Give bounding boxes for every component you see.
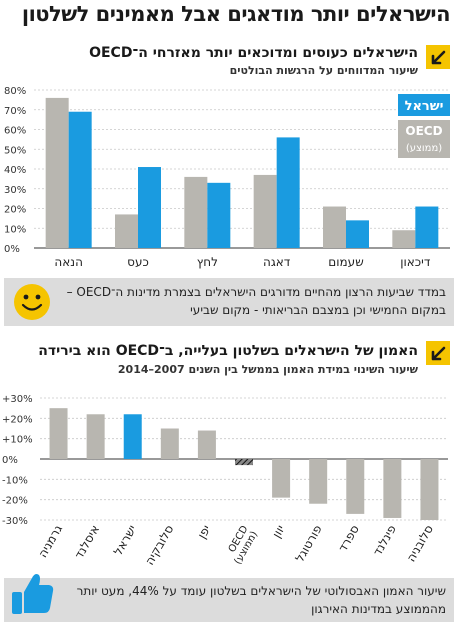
bar bbox=[346, 459, 365, 514]
y-tick-label: 40% bbox=[4, 165, 26, 176]
x-tick-label-group: איסלנד bbox=[72, 523, 102, 562]
x-tick-label: פינלנד bbox=[370, 523, 399, 559]
x-tick-label-group: יוון bbox=[269, 523, 287, 541]
bar-oecd bbox=[323, 206, 346, 248]
x-tick-label: יפן bbox=[195, 523, 214, 542]
trust-change-chart: -30% -20% -10% 0% +10% +20% +30% גרמניה איסלנד יש… bbox=[2, 394, 448, 567]
y-tick-label: 70% bbox=[4, 106, 26, 117]
bar-oecd bbox=[115, 214, 138, 248]
thumbs-up-icon bbox=[12, 574, 54, 614]
bar-israel bbox=[276, 137, 300, 248]
bar bbox=[160, 428, 179, 459]
x-tick-label: דאגה bbox=[263, 255, 291, 269]
x-tick-label: יוון bbox=[269, 523, 287, 541]
legend-oecd-swatch bbox=[398, 120, 450, 158]
bar-israel bbox=[346, 220, 369, 248]
x-tick-label: איסלנד bbox=[72, 523, 102, 562]
bar-oecd bbox=[45, 97, 69, 249]
y-tick-label: 0% bbox=[4, 244, 20, 255]
x-tick-label-group: OECD(ממוצע) bbox=[227, 524, 261, 567]
emotions-chart: 0% 10% 20% 30% 40% 50% 60% 70% 80% הנאה כעס לחץ דאגה… bbox=[4, 86, 450, 269]
section1-subtitle: שיעור המדווחים על הרגשות הבולטים bbox=[229, 64, 418, 77]
x-tick-label: גרמניה bbox=[35, 522, 65, 560]
x-tick-label-group: פורטוגל bbox=[292, 523, 324, 565]
x-tick-label: דיכאון bbox=[400, 255, 431, 269]
section2-info-text: שיעור האמון האבסולוטי של הישראלים בשלטון… bbox=[76, 584, 446, 616]
x-tick-label-group: ספרד bbox=[335, 522, 362, 554]
legend-israel-label: ישראל bbox=[405, 99, 444, 114]
x-tick-label-group: ישראל bbox=[111, 523, 140, 558]
x-tick-label: שעמום bbox=[328, 255, 363, 269]
x-tick-label: סלובקיה bbox=[142, 522, 176, 567]
bar-israel bbox=[207, 182, 231, 248]
y-tick-label: 50% bbox=[4, 145, 26, 156]
x-tick-label-group: פינלנד bbox=[370, 523, 399, 559]
bar bbox=[235, 459, 253, 466]
y-tick-label: +30% bbox=[2, 394, 33, 405]
x-tick-label: כעס bbox=[127, 255, 149, 269]
x-tick-label-group: סלובניה bbox=[404, 522, 436, 564]
y-tick-label: +10% bbox=[2, 435, 33, 446]
smiley-icon bbox=[14, 284, 50, 320]
y-tick-label: 60% bbox=[4, 126, 26, 137]
bar-israel bbox=[68, 111, 92, 248]
bar-israel bbox=[138, 167, 161, 248]
section2-subtitle: שיעור השינוי במידת האמון בממשל בין השנים… bbox=[117, 363, 418, 376]
bar bbox=[420, 459, 439, 520]
bar bbox=[197, 430, 216, 459]
bar bbox=[49, 408, 68, 459]
arrow-icon bbox=[431, 346, 446, 361]
section1-info-box: במדד שביעות הרצון מהחיים מדורגים הישראלי… bbox=[4, 278, 454, 326]
y-tick-label: 80% bbox=[4, 86, 26, 97]
x-tick-label: לחץ bbox=[197, 255, 218, 269]
x-tick-label: ספרד bbox=[335, 522, 362, 554]
bar-oecd bbox=[392, 230, 416, 248]
section2-marker bbox=[426, 341, 450, 365]
page-title: הישראלים יותר מודאגים אבל מאמינים לשלטון bbox=[21, 2, 451, 26]
x-tick-label: הנאה bbox=[54, 255, 83, 269]
x-tick-label-group: יפן bbox=[195, 523, 214, 542]
y-tick-label: -30% bbox=[2, 516, 28, 527]
legend-oecd-label: OECD bbox=[405, 124, 442, 138]
section2-info-box: שיעור האמון האבסולוטי של הישראלים בשלטון… bbox=[4, 574, 454, 622]
arrow-icon bbox=[431, 50, 446, 65]
x-tick-label: סלובניה bbox=[404, 522, 436, 564]
bar-oecd bbox=[253, 174, 277, 248]
bar bbox=[383, 459, 402, 518]
section1-marker bbox=[426, 45, 450, 69]
x-tick-label-group: גרמניה bbox=[35, 522, 65, 560]
legend-oecd-sub: (ממוצע) bbox=[406, 143, 442, 154]
legend-israel-swatch bbox=[398, 94, 450, 116]
section1-info-text: במדד שביעות הרצון מהחיים מדורגים הישראלי… bbox=[66, 285, 446, 317]
y-tick-label: 0% bbox=[2, 455, 18, 466]
y-tick-label: 30% bbox=[4, 185, 26, 196]
section1-title: הישראלים כעוסים ומדוכאים יותר מאזרחי ה־O… bbox=[89, 45, 418, 61]
bar bbox=[86, 414, 105, 459]
bar bbox=[123, 414, 142, 459]
bar bbox=[309, 459, 328, 504]
y-tick-label: 20% bbox=[4, 205, 26, 216]
y-tick-label: +20% bbox=[2, 414, 33, 425]
x-tick-label: פורטוגל bbox=[292, 523, 324, 565]
bar-israel bbox=[415, 206, 439, 248]
y-tick-label: -20% bbox=[2, 496, 28, 507]
bar bbox=[272, 459, 291, 498]
bar-oecd bbox=[184, 176, 208, 248]
y-tick-label: 10% bbox=[4, 224, 26, 235]
section2-title: האמון של הישראלים בשלטון בעלייה, ב־OECD … bbox=[38, 343, 418, 359]
x-tick-label-group: סלובקיה bbox=[142, 522, 176, 567]
y-tick-label: -10% bbox=[2, 475, 28, 486]
x-tick-label: ישראל bbox=[111, 523, 140, 558]
